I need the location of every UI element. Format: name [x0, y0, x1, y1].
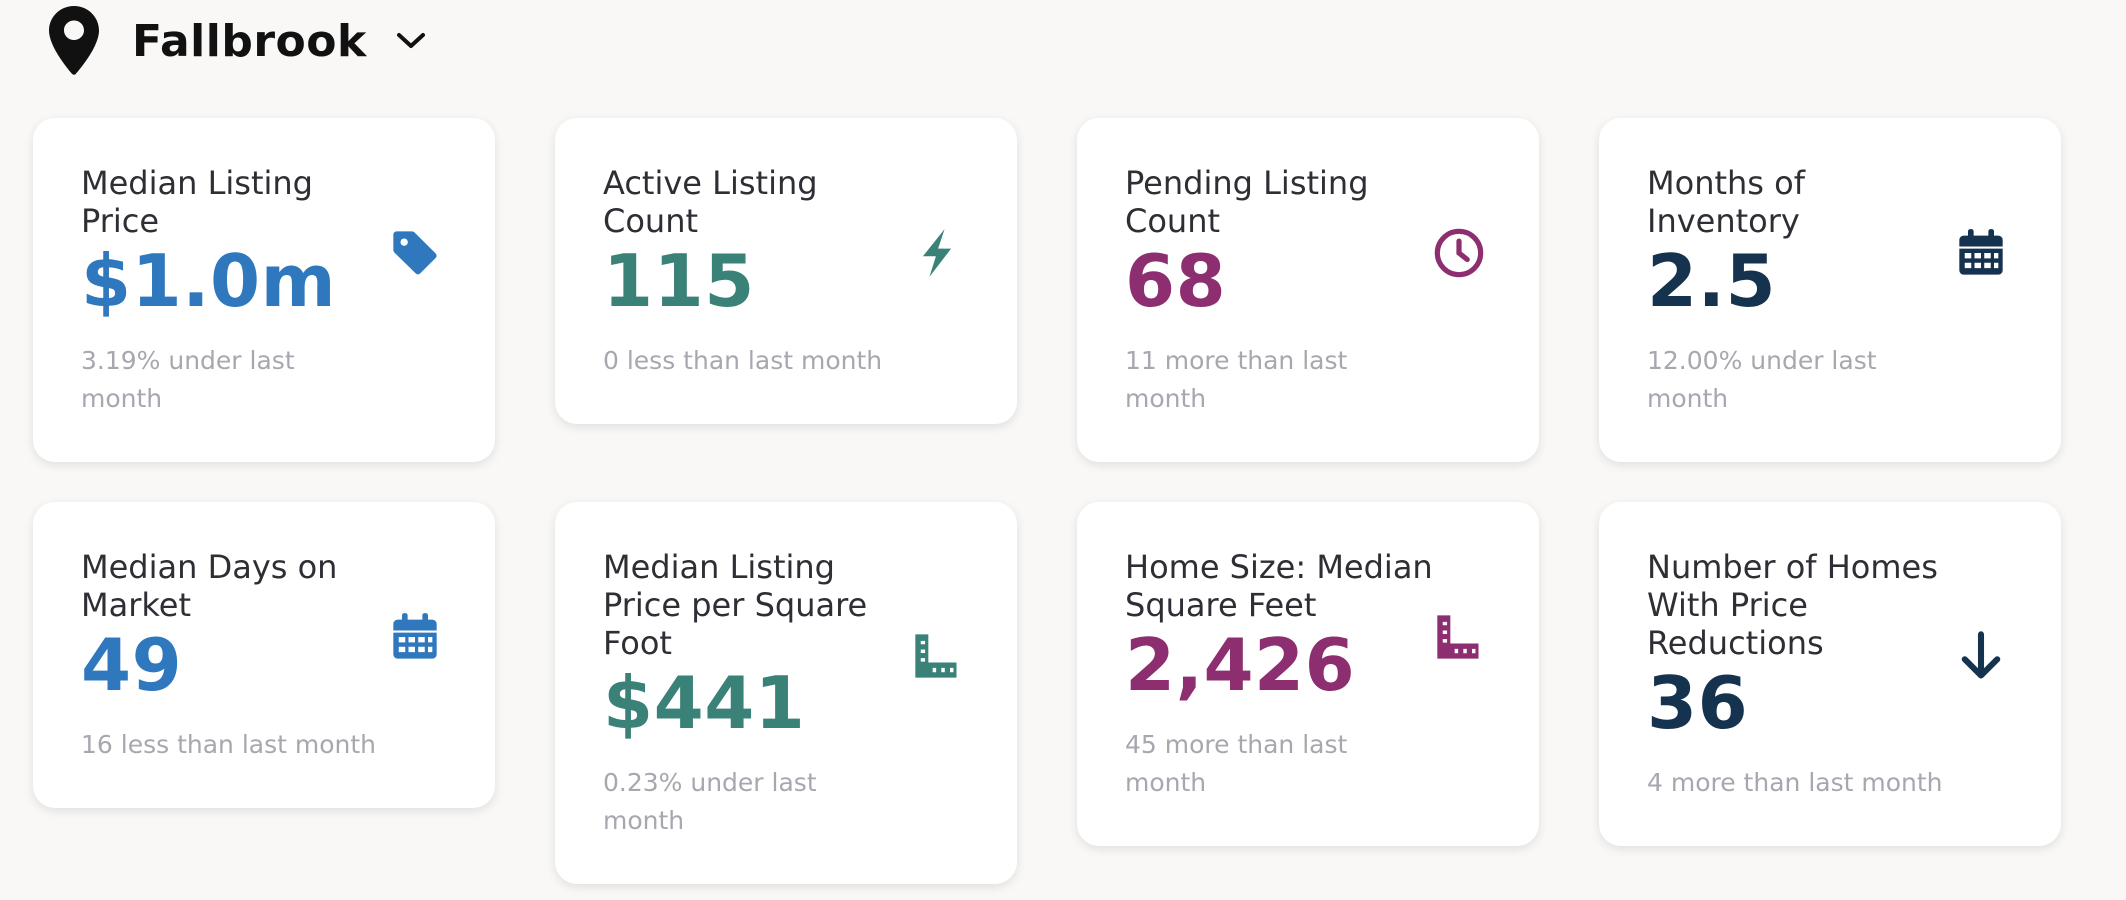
card-change: 12.00% under last month: [1647, 346, 1877, 413]
calendar-icon: [1955, 227, 2007, 279]
card-value: 2.5: [1647, 239, 1777, 323]
card-home-size-median-sqft: Home Size: Median Square Feet 2,426 45 m…: [1077, 502, 1539, 846]
ruler-icon: [911, 630, 963, 682]
card-value: 2,426: [1125, 623, 1356, 707]
ruler-icon: [1433, 611, 1485, 663]
clock-icon: [1433, 227, 1485, 279]
card-value: 36: [1647, 661, 1749, 745]
price-tag-icon: [389, 227, 441, 279]
card-change: 11 more than last month: [1125, 346, 1348, 413]
card-title: Active Listing Count: [603, 164, 818, 240]
location-selector[interactable]: Fallbrook: [44, 0, 427, 82]
card-median-listing-price: Median Listing Price $1.0m 3.19% under l…: [33, 118, 495, 462]
card-pending-listing-count: Pending Listing Count 68 11 more than la…: [1077, 118, 1539, 462]
calendar-icon: [389, 611, 441, 663]
card-change: 4 more than last month: [1647, 768, 1943, 797]
card-title: Home Size: Median Square Feet: [1125, 548, 1433, 624]
card-median-days-on-market: Median Days on Market 49 16 less than la…: [33, 502, 495, 808]
card-change: 0.23% under last month: [603, 768, 817, 835]
map-pin-icon: [49, 6, 99, 75]
card-change: 3.19% under last month: [81, 346, 295, 413]
lightning-bolt-icon: [911, 227, 963, 279]
card-value: 115: [603, 239, 755, 323]
card-value: 49: [81, 623, 183, 707]
card-months-of-inventory: Months of Inventory 2.5 12.00% under las…: [1599, 118, 2061, 462]
arrow-down-icon: [1955, 630, 2007, 682]
card-title: Number of Homes With Price Reductions: [1647, 548, 1938, 662]
card-change: 16 less than last month: [81, 730, 377, 759]
card-value: $441: [603, 661, 806, 745]
card-change: 45 more than last month: [1125, 730, 1348, 797]
location-name: Fallbrook: [132, 15, 367, 67]
card-title: Months of Inventory: [1647, 164, 1805, 240]
stats-grid: Median Listing Price $1.0m 3.19% under l…: [33, 118, 2061, 884]
card-active-listing-count: Active Listing Count 115 0 less than las…: [555, 118, 1017, 424]
card-median-price-per-sqft: Median Listing Price per Square Foot $44…: [555, 502, 1017, 884]
card-homes-with-price-reductions: Number of Homes With Price Reductions 36…: [1599, 502, 2061, 846]
card-value: $1.0m: [81, 239, 337, 323]
card-title: Median Days on Market: [81, 548, 338, 624]
chevron-down-icon[interactable]: [395, 30, 427, 52]
card-title: Median Listing Price: [81, 164, 313, 240]
card-value: 68: [1125, 239, 1227, 323]
card-title: Pending Listing Count: [1125, 164, 1369, 240]
card-change: 0 less than last month: [603, 346, 883, 375]
card-title: Median Listing Price per Square Foot: [603, 548, 868, 662]
